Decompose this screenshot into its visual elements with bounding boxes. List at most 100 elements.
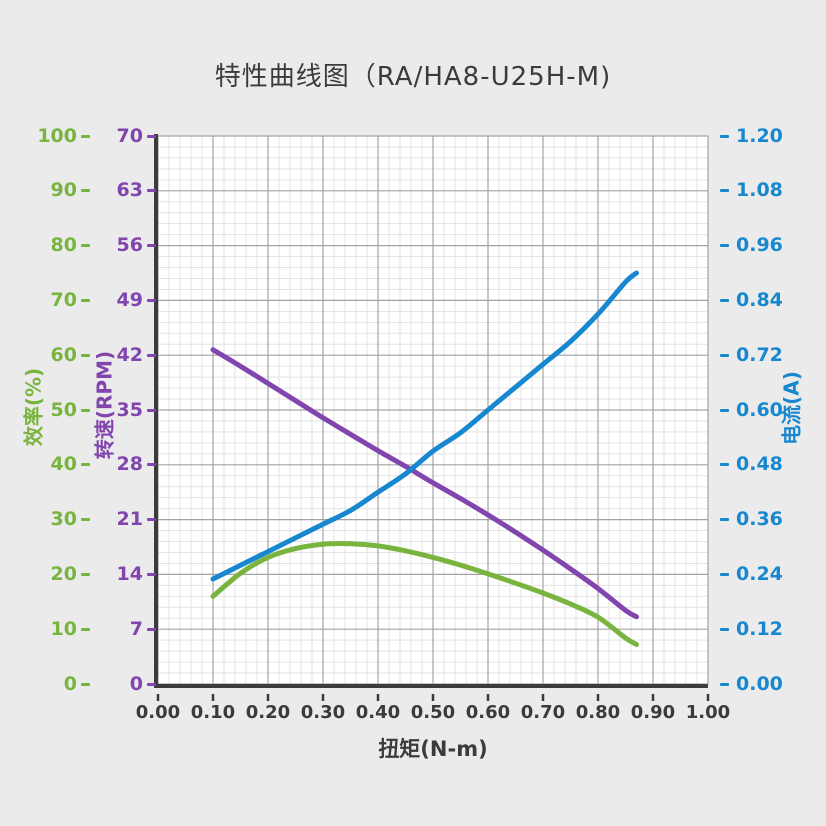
tick-value: 70 — [50, 288, 77, 311]
tick-value: 20 — [50, 562, 77, 585]
current-tick-label: 1.08 — [720, 181, 810, 201]
tick-value: 0 — [129, 672, 143, 695]
current-tick-label: 0.96 — [720, 236, 810, 256]
tick-dash — [147, 189, 156, 193]
tick-value: 0.12 — [736, 617, 783, 640]
tick-value: 10 — [50, 617, 77, 640]
tick-dash — [720, 189, 729, 193]
current-tick-label: 0.36 — [720, 510, 810, 530]
tick-value: 30 — [50, 508, 77, 531]
tick-dash — [147, 463, 156, 467]
x-tick-label: 0.90 — [630, 702, 676, 723]
tick-dash — [147, 627, 156, 631]
tick-value: 28 — [116, 453, 143, 476]
tick-dash — [81, 682, 90, 686]
current-axis-title: 电流(A) — [779, 371, 804, 445]
tick-value: 0.60 — [736, 398, 783, 421]
tick-dash — [720, 134, 729, 138]
efficiency-tick-label: 80 — [18, 236, 90, 256]
x-tick-label: 1.00 — [685, 702, 731, 723]
current-curve — [210, 270, 639, 582]
current-tick-label: 0.24 — [720, 564, 810, 584]
chart-title: 特性曲线图（RA/HA8-U25H-M) — [214, 62, 612, 92]
tick-dash — [147, 353, 156, 357]
tick-value: 1.20 — [736, 124, 783, 147]
x-tick-label: 0.10 — [190, 702, 236, 723]
tick-value: 0.84 — [736, 288, 783, 311]
efficiency-tick-label: 20 — [18, 564, 90, 584]
speed-tick-label: 35 — [85, 400, 156, 420]
speed-tick-label: 21 — [85, 510, 156, 530]
tick-value: 1.08 — [736, 179, 783, 202]
x-tick-label: 0.70 — [520, 702, 566, 723]
tick-value: 56 — [116, 234, 143, 257]
x-tick-label: 0.50 — [410, 702, 456, 723]
tick-dash — [720, 518, 729, 522]
efficiency-tick-label: 40 — [18, 455, 90, 475]
current-tick-label: 0.12 — [720, 619, 810, 639]
current-tick-label: 0.60 — [720, 400, 810, 420]
tick-dash — [81, 572, 90, 576]
tick-dash — [720, 682, 729, 686]
current-tick-label: 0.72 — [720, 345, 810, 365]
current-tick-label: 1.20 — [720, 126, 810, 146]
tick-dash — [147, 682, 156, 686]
tick-value: 0.24 — [736, 562, 783, 585]
tick-value: 70 — [116, 124, 143, 147]
tick-dash — [81, 244, 90, 248]
tick-value: 63 — [116, 179, 143, 202]
tick-dash — [147, 518, 156, 522]
tick-dash — [147, 134, 156, 138]
tick-value: 35 — [116, 398, 143, 421]
tick-value: 100 — [37, 124, 77, 147]
tick-value: 50 — [50, 398, 77, 421]
tick-value: 60 — [50, 343, 77, 366]
tick-dash — [81, 518, 90, 522]
speed-tick-label: 56 — [85, 236, 156, 256]
tick-value: 80 — [50, 234, 77, 257]
tick-dash — [81, 463, 90, 467]
tick-dash — [147, 572, 156, 576]
tick-dash — [81, 189, 90, 193]
tick-dash — [147, 244, 156, 248]
speed-axis-title: 转速(RPM) — [92, 350, 117, 460]
tick-value: 0.36 — [736, 508, 783, 531]
tick-dash — [147, 408, 156, 412]
speed-tick-label: 70 — [85, 126, 156, 146]
tick-dash — [720, 408, 729, 412]
efficiency-tick-label: 60 — [18, 345, 90, 365]
x-tick-label: 0.80 — [575, 702, 621, 723]
x-tick-label: 0.20 — [245, 702, 291, 723]
plot-area — [154, 134, 710, 701]
tick-dash — [720, 627, 729, 631]
efficiency-tick-label: 50 — [18, 400, 90, 420]
x-tick-label: 0.60 — [465, 702, 511, 723]
tick-dash — [720, 244, 729, 248]
tick-value: 90 — [50, 179, 77, 202]
tick-dash — [147, 298, 156, 302]
efficiency-tick-label: 70 — [18, 290, 90, 310]
efficiency-curve — [210, 541, 639, 647]
tick-dash — [81, 134, 90, 138]
efficiency-tick-label: 90 — [18, 181, 90, 201]
tick-dash — [81, 353, 90, 357]
speed-tick-label: 14 — [85, 564, 156, 584]
efficiency-tick-label: 0 — [18, 674, 90, 694]
tick-value: 0.96 — [736, 234, 783, 257]
efficiency-tick-label: 30 — [18, 510, 90, 530]
tick-value: 0 — [63, 672, 77, 695]
tick-dash — [720, 463, 729, 467]
tick-dash — [81, 627, 90, 631]
current-tick-label: 0.48 — [720, 455, 810, 475]
efficiency-tick-label: 100 — [18, 126, 90, 146]
current-tick-label: 0.84 — [720, 290, 810, 310]
tick-dash — [81, 298, 90, 302]
x-tick-label: 0.40 — [355, 702, 401, 723]
speed-tick-label: 7 — [85, 619, 156, 639]
speed-tick-label: 28 — [85, 455, 156, 475]
speed-curve — [210, 347, 639, 620]
tick-value: 0.72 — [736, 343, 783, 366]
speed-tick-label: 0 — [85, 674, 156, 694]
x-tick-label: 0.30 — [300, 702, 346, 723]
